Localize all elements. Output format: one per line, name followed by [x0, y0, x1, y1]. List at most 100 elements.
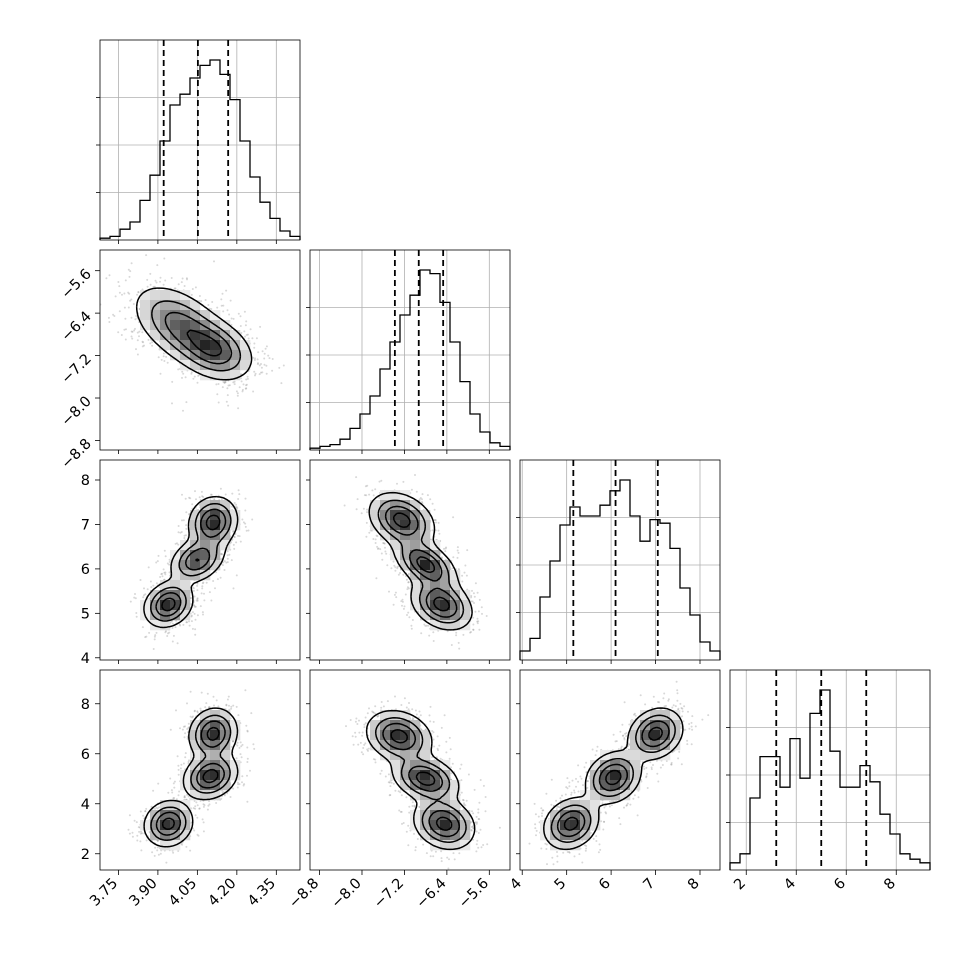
- sample-point: [245, 334, 248, 336]
- sample-point: [229, 299, 232, 302]
- sample-point: [198, 373, 201, 376]
- sample-point: [147, 566, 150, 569]
- density-cell: [450, 610, 461, 621]
- sample-point: [246, 377, 249, 380]
- sample-point: [153, 638, 156, 641]
- sample-point: [134, 593, 136, 595]
- sample-point: [210, 493, 213, 496]
- sample-point: [213, 260, 215, 263]
- sample-point: [457, 551, 460, 554]
- sample-point: [129, 270, 132, 273]
- sample-point: [174, 542, 177, 545]
- histogram-panel-b: [306, 249, 511, 451]
- sample-point: [130, 335, 133, 338]
- sample-point: [246, 333, 249, 336]
- sample-point: [168, 563, 171, 566]
- sample-point: [108, 274, 111, 277]
- sample-point: [203, 599, 206, 602]
- density-cell: [460, 610, 471, 621]
- sample-point: [182, 372, 185, 375]
- sample-point: [177, 531, 180, 534]
- density-cell: [150, 330, 161, 341]
- density-cell: [210, 360, 221, 371]
- sample-point: [185, 527, 188, 530]
- sample-point: [246, 730, 249, 733]
- density-cell: [200, 500, 211, 511]
- sample-point: [232, 317, 235, 320]
- sample-point: [166, 361, 169, 364]
- sample-point: [194, 618, 197, 621]
- density-cell: [140, 320, 151, 331]
- sample-point: [241, 390, 244, 393]
- sample-point: [173, 287, 176, 290]
- sample-point: [127, 291, 130, 294]
- sample-point: [128, 275, 131, 278]
- sample-point: [160, 573, 163, 576]
- sample-point: [268, 357, 271, 360]
- sample-point: [253, 359, 256, 361]
- density-cell: [230, 510, 241, 521]
- sample-point: [121, 293, 123, 296]
- sample-point: [464, 564, 467, 567]
- sample-point: [174, 287, 177, 290]
- density-cell: [160, 600, 171, 611]
- sample-point: [196, 614, 199, 617]
- sample-point: [215, 571, 218, 574]
- density-cell: [410, 560, 421, 571]
- density-cell: [370, 520, 381, 531]
- sample-point: [372, 538, 375, 540]
- sample-point: [238, 493, 241, 496]
- sample-point: [145, 635, 148, 638]
- density-cell: [160, 620, 171, 631]
- sample-point: [201, 495, 204, 498]
- sample-point: [201, 818, 204, 821]
- sample-point: [221, 292, 224, 295]
- sample-point: [481, 612, 483, 615]
- sample-point: [222, 791, 225, 793]
- sample-point: [251, 518, 254, 521]
- sample-point: [152, 584, 155, 587]
- sample-point: [471, 589, 473, 592]
- sample-point: [204, 299, 207, 301]
- sample-point: [159, 372, 162, 375]
- sample-point: [197, 370, 200, 373]
- density-cell: [450, 570, 461, 581]
- density-cell: [200, 510, 211, 521]
- density-cell: [430, 570, 441, 581]
- sample-point: [478, 598, 481, 601]
- sample-point: [113, 315, 116, 317]
- sample-point: [185, 621, 188, 624]
- sample-point: [233, 383, 236, 386]
- sample-point: [457, 641, 460, 644]
- density-cell: [420, 570, 431, 581]
- sample-point: [155, 631, 158, 634]
- sample-point: [226, 394, 229, 397]
- density-cell: [190, 550, 201, 561]
- sample-point: [245, 529, 248, 532]
- sample-point: [444, 547, 447, 550]
- sample-point: [433, 508, 436, 511]
- sample-point: [233, 380, 236, 383]
- sample-point: [228, 553, 231, 556]
- sample-point: [470, 596, 473, 599]
- sample-point: [240, 380, 243, 383]
- sample-point: [258, 373, 261, 376]
- density-cell: [430, 620, 441, 631]
- sample-point: [129, 600, 132, 603]
- sample-point: [227, 404, 230, 407]
- contour-level: [143, 495, 239, 629]
- density-cell: [410, 580, 421, 591]
- sample-point: [196, 711, 199, 714]
- sample-point: [186, 621, 188, 624]
- density-cell: [440, 580, 451, 591]
- sample-point: [216, 393, 219, 396]
- sample-point: [180, 281, 183, 284]
- sample-point: [452, 556, 455, 559]
- sample-point: [190, 371, 193, 374]
- density-cell: [430, 590, 441, 601]
- sample-point: [480, 606, 483, 609]
- density-cell: [400, 560, 411, 571]
- sample-point: [123, 292, 126, 295]
- density-cell: [210, 370, 221, 381]
